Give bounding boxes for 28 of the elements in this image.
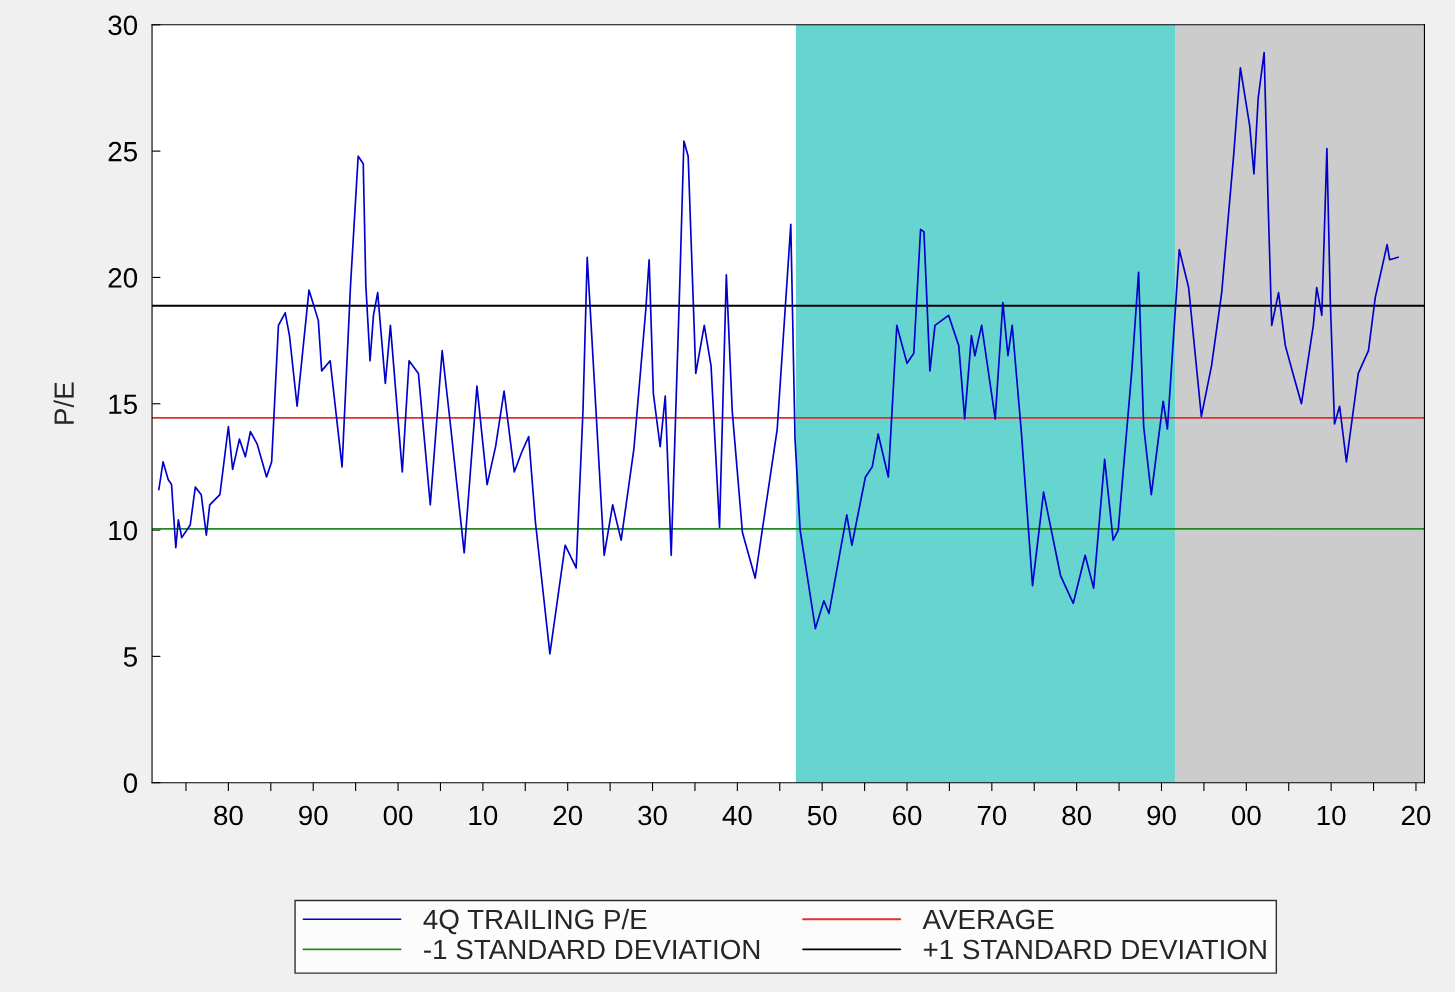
x-tick-label: 90 [1147,805,1176,826]
x-tick-label: 20 [1401,805,1431,826]
y-tick-label: 30 [108,15,138,36]
y-axis-title: P/E [53,382,74,424]
x-tick-label: 20 [553,805,583,826]
y-tick-label: 15 [109,394,137,415]
x-tick-label: 70 [977,805,1007,826]
line-series [157,51,1399,655]
x-tick-label: 10 [1317,805,1346,826]
x-tick-label: 60 [892,805,922,826]
legend-label: 4Q TRAILING P/E [423,908,647,935]
y-tick-label: 25 [108,141,137,162]
x-tick-label: 00 [1231,805,1261,826]
legend-label: +1 STANDARD DEVIATION [923,939,1266,960]
y-tick-label: 10 [109,520,138,541]
x-tick-label: 80 [1062,805,1092,826]
x-tick-label: 00 [383,805,413,826]
x-tick-label: 80 [214,805,243,826]
y-tick-label: 20 [108,268,138,288]
legend-label: -1 STANDARD DEVIATION [424,939,760,960]
y-tick-label: 5 [123,647,137,667]
legend-label: AVERAGE [922,909,1054,930]
x-tick-label: 50 [807,805,837,826]
y-tick-label: 0 [123,773,138,794]
x-tick-label: 30 [638,805,667,826]
x-tick-label: 90 [299,805,328,826]
x-tick-label: 40 [722,805,752,826]
x-tick-label: 10 [469,805,498,826]
